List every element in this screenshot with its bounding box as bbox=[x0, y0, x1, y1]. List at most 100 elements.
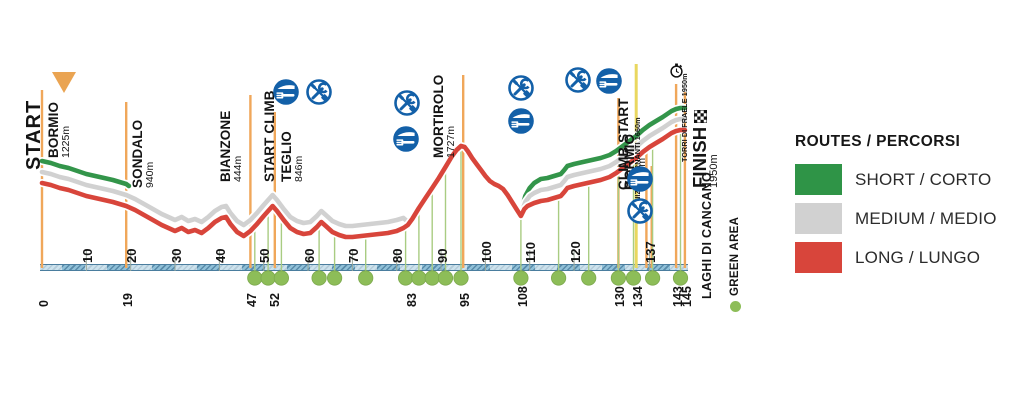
km-label-47: 47 bbox=[244, 293, 260, 307]
km-label: 95 bbox=[458, 293, 473, 307]
km-label: 19 bbox=[121, 293, 136, 307]
km-label-19: 19 bbox=[120, 293, 136, 307]
waypoint-altitude: 444m bbox=[232, 155, 245, 182]
short-route-swatch bbox=[795, 164, 842, 195]
waypoint-sondalo: SONDALO 940m bbox=[130, 120, 157, 188]
tick-label: 60 bbox=[301, 248, 317, 263]
tick-label: 30 bbox=[168, 248, 184, 263]
km-label: 134 bbox=[631, 286, 646, 307]
axis-tick-120: 120 bbox=[568, 241, 584, 263]
km-label: 47 bbox=[245, 293, 260, 307]
axis-tick-30: 30 bbox=[169, 249, 185, 263]
km-label-145: 145 bbox=[679, 286, 695, 307]
waypoint-name: TORRI DI FRAELE 1950m bbox=[680, 73, 690, 162]
waypoint-altitude: 1950m bbox=[707, 154, 720, 188]
axis-tick-10: 10 bbox=[80, 249, 96, 263]
route-short bbox=[518, 105, 688, 215]
mechanical-assistance-icon bbox=[626, 197, 654, 230]
tick-label: 20 bbox=[124, 248, 140, 263]
tick-label: 50 bbox=[257, 248, 273, 263]
green-area-legend-label: GREEN AREA bbox=[729, 216, 741, 296]
green-area-dot-icon bbox=[644, 270, 661, 286]
legend-title: ROUTES / PERCORSI bbox=[795, 133, 961, 150]
km-label-130: 130 bbox=[612, 286, 628, 307]
tick-label: 120 bbox=[567, 241, 583, 263]
axis-tick-80: 80 bbox=[390, 249, 406, 263]
start-direction-icon bbox=[52, 72, 76, 93]
routes-legend: ROUTES / PERCORSI SHORT / CORTO MEDIUM /… bbox=[795, 133, 997, 281]
waypoint-altitude: 846m bbox=[292, 155, 305, 182]
km-label-0: 0 bbox=[36, 300, 52, 307]
axis-tick-110: 110 bbox=[523, 242, 539, 263]
food-station-icon bbox=[392, 125, 420, 158]
route-long bbox=[39, 127, 688, 240]
green-area-dot-icon bbox=[437, 270, 454, 286]
waypoint-teglio: TEGLIO 846m bbox=[278, 131, 305, 182]
green-area-dot-icon bbox=[610, 270, 627, 286]
tick-label: 70 bbox=[345, 248, 361, 263]
long-route-label: LONG / LUNGO bbox=[855, 247, 981, 267]
mechanical-assistance-icon bbox=[393, 89, 421, 122]
green-area-dot-icon bbox=[424, 270, 440, 286]
medium-route-label: MEDIUM / MEDIO bbox=[855, 208, 997, 228]
km-label: 130 bbox=[613, 286, 628, 307]
axis-tick-90: 90 bbox=[435, 249, 451, 263]
food-station-icon bbox=[626, 165, 654, 198]
tick-label: 80 bbox=[390, 248, 406, 263]
green-area-dot-icon bbox=[326, 270, 343, 286]
route-medium bbox=[39, 169, 410, 229]
short-route-label: SHORT / CORTO bbox=[855, 169, 992, 189]
route-short bbox=[39, 158, 132, 189]
axis-tick-20: 20 bbox=[124, 249, 140, 263]
green-area-dot-icon bbox=[672, 270, 689, 286]
green-area-dot-icon bbox=[397, 270, 414, 286]
route-medium bbox=[518, 116, 688, 217]
waypoint-name: BORMIO bbox=[46, 101, 61, 158]
tick-label: 40 bbox=[212, 248, 228, 263]
axis-tick-137: 137 bbox=[643, 241, 659, 263]
km-label-83: 83 bbox=[404, 293, 420, 307]
mechanical-assistance-icon bbox=[305, 78, 333, 111]
axis-tick-100: 100 bbox=[479, 241, 495, 263]
tick-label: 100 bbox=[478, 241, 494, 263]
laghi-di-cancano-label: LAGHI DI CANCANO bbox=[700, 171, 714, 299]
mechanical-assistance-icon bbox=[507, 74, 535, 107]
waypoint-bianzone: BIANZONE 444m bbox=[218, 111, 245, 182]
axis-tick-70: 70 bbox=[346, 249, 362, 263]
waypoint-mortirolo: MORTIROLO 1727m bbox=[431, 75, 458, 158]
green-area-legend-dot-icon bbox=[730, 301, 741, 312]
green-area-dot-icon bbox=[311, 270, 327, 286]
green-area-dot-icon bbox=[273, 270, 289, 286]
green-area-dot-icon bbox=[247, 270, 263, 286]
waypoint-altitude: 940m bbox=[144, 161, 157, 188]
legend-row-long: LONG / LUNGO bbox=[795, 242, 997, 273]
km-label-52: 52 bbox=[267, 293, 283, 307]
green-area-dot-icon bbox=[581, 270, 597, 286]
km-label-134: 134 bbox=[630, 286, 646, 307]
axis-tick-50: 50 bbox=[257, 249, 273, 263]
km-label: 83 bbox=[405, 293, 420, 307]
km-label-108: 108 bbox=[515, 286, 531, 307]
axis-tick-60: 60 bbox=[302, 249, 318, 263]
tick-label: 90 bbox=[434, 248, 450, 263]
distance-axis-bar bbox=[40, 264, 688, 271]
green-area-dot-icon bbox=[260, 270, 276, 286]
food-station-icon bbox=[595, 67, 623, 100]
mechanical-assistance-icon bbox=[564, 66, 592, 99]
green-area-dot-icon bbox=[453, 270, 469, 286]
km-label: 108 bbox=[515, 286, 530, 307]
green-area-dot-icon bbox=[411, 270, 427, 286]
km-label-95: 95 bbox=[457, 293, 473, 307]
food-station-icon bbox=[507, 107, 535, 140]
axis-tick-40: 40 bbox=[213, 249, 229, 263]
waypoint-name: TEGLIO bbox=[278, 131, 294, 182]
waypoint-finish: FINISH 1950m bbox=[689, 109, 720, 188]
km-label: 145 bbox=[679, 286, 694, 307]
waypoint-name: FINISH bbox=[689, 109, 710, 188]
tick-label: 137 bbox=[642, 241, 658, 263]
green-area-dot-icon bbox=[513, 270, 529, 286]
waypoint-altitude: 1727m bbox=[445, 125, 458, 158]
